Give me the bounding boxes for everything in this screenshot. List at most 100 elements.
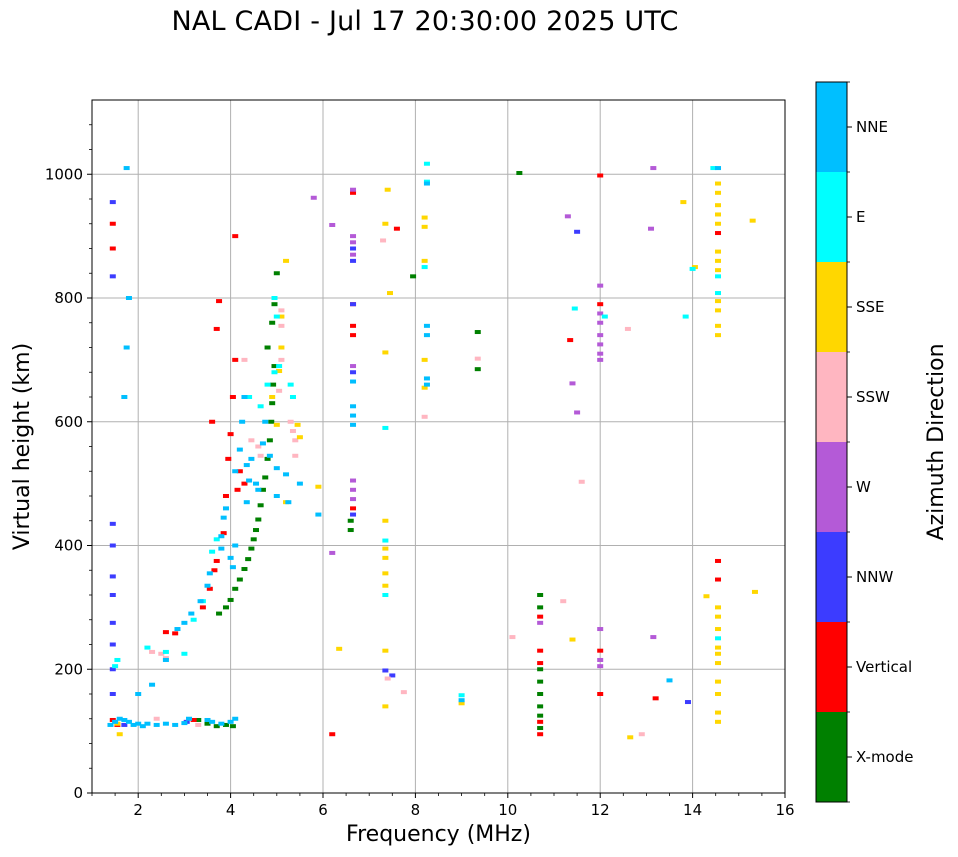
- data-point: [537, 692, 544, 696]
- data-point: [564, 214, 571, 219]
- data-point: [250, 537, 257, 542]
- data-point: [382, 571, 389, 576]
- data-point: [259, 487, 266, 492]
- data-point: [329, 732, 336, 737]
- data-point: [350, 246, 357, 251]
- data-point: [350, 240, 357, 245]
- data-point: [109, 221, 116, 226]
- data-point: [222, 494, 229, 498]
- data-point: [229, 724, 236, 729]
- data-point: [715, 661, 722, 666]
- colorbar-frame: [815, 81, 848, 803]
- data-point: [537, 726, 544, 731]
- data-point: [276, 364, 283, 369]
- data-point: [232, 234, 239, 239]
- data-point: [241, 481, 248, 486]
- data-point: [350, 234, 357, 239]
- data-point: [255, 444, 262, 449]
- data-point: [264, 345, 271, 350]
- data-point: [218, 721, 225, 726]
- data-point: [350, 487, 357, 492]
- data-point: [382, 593, 389, 597]
- data-point: [190, 717, 197, 722]
- data-point: [296, 481, 303, 486]
- data-point: [227, 555, 234, 560]
- axis-ticks: 2 4 6 8 10 12 14 16 0 200 400 600 800 1000: [45, 124, 795, 819]
- data-point: [574, 229, 581, 234]
- colorbar-segment: [816, 82, 847, 172]
- data-point: [278, 308, 285, 313]
- data-point: [268, 419, 275, 424]
- data-point: [289, 429, 296, 434]
- data-point: [597, 657, 604, 662]
- colorbar-segment: [816, 172, 847, 262]
- data-point: [273, 271, 280, 276]
- data-point: [347, 518, 354, 523]
- colorbar-segment: [816, 712, 847, 802]
- data-point: [380, 238, 387, 243]
- data-point: [350, 478, 357, 483]
- data-point: [715, 651, 722, 656]
- colorbar-tick-label: SSW: [856, 388, 890, 406]
- data-point: [211, 568, 218, 573]
- data-point: [158, 651, 165, 656]
- data-point: [578, 479, 585, 484]
- data-point: [135, 692, 142, 696]
- data-point: [109, 543, 116, 548]
- data-point: [241, 567, 248, 572]
- data-point: [715, 636, 722, 641]
- data-point: [597, 333, 604, 338]
- data-point: [382, 583, 389, 588]
- data-point: [749, 218, 756, 223]
- data-point: [389, 673, 396, 678]
- data-point: [181, 620, 188, 625]
- data-point: [336, 646, 343, 651]
- data-point: [287, 382, 294, 387]
- data-point: [172, 722, 179, 727]
- data-point: [236, 469, 243, 474]
- colorbar-tick-label: W: [856, 478, 871, 496]
- data-point: [715, 231, 722, 236]
- data-point: [715, 299, 722, 304]
- data-point: [537, 648, 544, 653]
- data-point: [243, 463, 250, 468]
- data-point: [421, 385, 428, 390]
- data-point: [393, 226, 400, 231]
- data-point: [689, 266, 696, 271]
- data-point: [715, 181, 722, 186]
- data-point: [384, 676, 391, 681]
- data-point: [423, 382, 430, 387]
- data-point: [144, 645, 151, 650]
- data-point: [186, 716, 193, 721]
- data-point: [537, 732, 544, 737]
- data-point: [253, 528, 260, 533]
- data-point: [227, 432, 234, 437]
- data-point: [710, 166, 717, 171]
- data-point: [347, 528, 354, 533]
- data-point: [121, 395, 128, 399]
- data-point: [109, 642, 116, 647]
- data-point: [715, 190, 722, 195]
- data-point: [255, 487, 262, 492]
- data-point: [248, 438, 255, 443]
- data-point: [195, 722, 202, 727]
- data-point: [197, 599, 204, 604]
- data-point: [270, 382, 277, 387]
- data-point: [112, 664, 119, 669]
- data-point: [569, 637, 576, 642]
- data-point: [458, 701, 465, 706]
- data-point: [382, 555, 389, 560]
- data-point: [109, 574, 116, 579]
- data-point: [458, 698, 465, 703]
- data-point: [125, 719, 132, 724]
- data-point: [209, 419, 216, 424]
- data-point: [329, 222, 336, 227]
- colorbar-tick-label: E: [856, 208, 865, 226]
- data-point: [715, 692, 722, 696]
- data-point: [509, 635, 516, 640]
- data-point: [560, 599, 567, 604]
- data-point: [350, 252, 357, 257]
- data-point: [264, 456, 271, 461]
- data-point: [218, 534, 225, 539]
- data-point: [276, 388, 283, 393]
